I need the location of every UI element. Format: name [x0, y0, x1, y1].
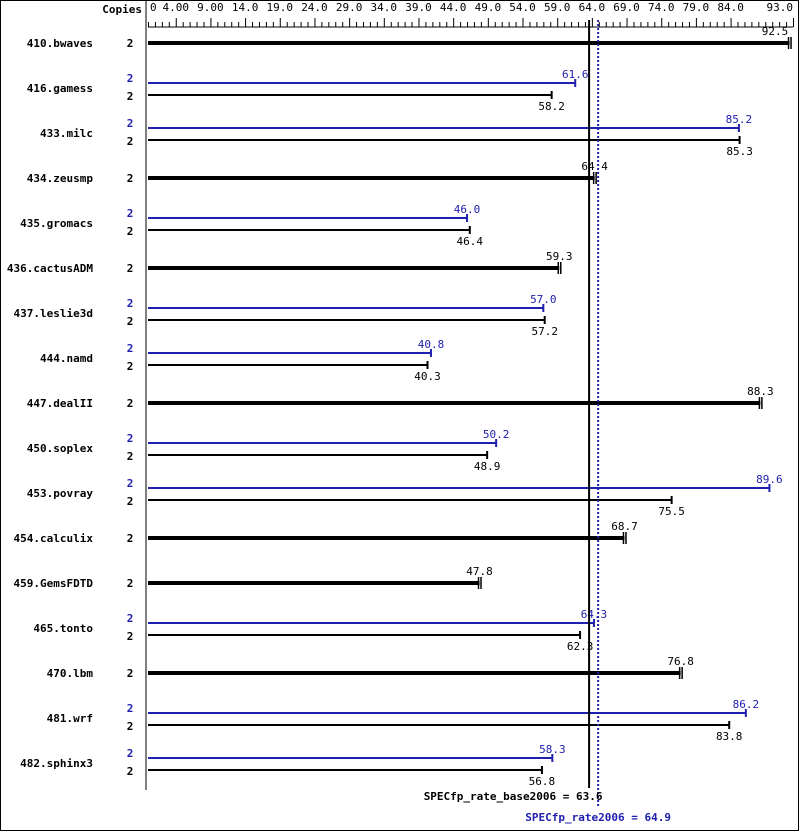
- x-tick-label: 0: [150, 1, 157, 14]
- benchmark-name: 470.lbm: [47, 667, 94, 680]
- x-tick-label: 34.0: [371, 1, 398, 14]
- base-value-label: 46.4: [457, 235, 484, 248]
- benchmark-name: 447.dealII: [27, 397, 93, 410]
- copies-base: 2: [127, 495, 134, 508]
- benchmark-name: 453.povray: [27, 487, 94, 500]
- x-tick-label: 64.0: [579, 1, 606, 14]
- peak-value-label: 57.0: [530, 293, 557, 306]
- x-tick-label: 19.0: [267, 1, 294, 14]
- base-value-label: 85.3: [726, 145, 753, 158]
- benchmark-name: 437.leslie3d: [14, 307, 93, 320]
- base-value-label: 92.5: [762, 25, 789, 38]
- base-value-label: 57.2: [531, 325, 558, 338]
- peak-summary-label: SPECfp_rate2006 = 64.9: [525, 811, 671, 824]
- copies-base: 2: [127, 37, 134, 50]
- base-value-label: 76.8: [667, 655, 694, 668]
- copies-base: 2: [127, 720, 134, 733]
- copies-peak: 2: [127, 702, 134, 715]
- peak-value-label: 40.8: [418, 338, 445, 351]
- benchmark-name: 433.milc: [40, 127, 93, 140]
- base-value-label: 68.7: [611, 520, 638, 533]
- base-value-label: 56.8: [529, 775, 556, 788]
- base-summary-label: SPECfp_rate_base2006 = 63.6: [424, 790, 603, 803]
- copies-base: 2: [127, 450, 134, 463]
- x-tick-label: 14.0: [232, 1, 259, 14]
- base-value-label: 64.4: [581, 160, 608, 173]
- x-tick-label: 54.0: [509, 1, 536, 14]
- copies-base: 2: [127, 397, 134, 410]
- copies-peak: 2: [127, 72, 134, 85]
- x-tick-label: 59.0: [544, 1, 571, 14]
- peak-value-label: 58.3: [539, 743, 566, 756]
- x-tick-label: 93.0: [767, 1, 794, 14]
- x-tick-label: 24.0: [301, 1, 328, 14]
- x-tick-label: 79.0: [683, 1, 710, 14]
- copies-base: 2: [127, 172, 134, 185]
- copies-peak: 2: [127, 612, 134, 625]
- benchmark-name: 434.zeusmp: [27, 172, 94, 185]
- peak-value-label: 89.6: [756, 473, 783, 486]
- x-tick-label: 4.00: [162, 1, 189, 14]
- copies-base: 2: [127, 532, 134, 545]
- peak-value-label: 85.2: [726, 113, 753, 126]
- copies-base: 2: [127, 225, 134, 238]
- copies-base: 2: [127, 667, 134, 680]
- benchmark-name: 450.soplex: [27, 442, 94, 455]
- x-tick-label: 9.00: [197, 1, 224, 14]
- copies-base: 2: [127, 360, 134, 373]
- benchmark-name: 459.GemsFDTD: [14, 577, 94, 590]
- x-tick-label: 39.0: [405, 1, 432, 14]
- base-value-label: 58.2: [538, 100, 565, 113]
- base-value-label: 40.3: [414, 370, 441, 383]
- base-value-label: 47.8: [466, 565, 493, 578]
- base-value-label: 48.9: [474, 460, 501, 473]
- base-value-label: 83.8: [716, 730, 743, 743]
- copies-base: 2: [127, 315, 134, 328]
- benchmark-name: 465.tonto: [33, 622, 93, 635]
- copies-peak: 2: [127, 477, 134, 490]
- x-tick-label: 29.0: [336, 1, 363, 14]
- copies-base: 2: [127, 90, 134, 103]
- base-value-label: 62.3: [567, 640, 594, 653]
- copies-base: 2: [127, 577, 134, 590]
- copies-peak: 2: [127, 747, 134, 760]
- benchmark-name: 454.calculix: [14, 532, 94, 545]
- x-tick-label: 84.0: [717, 1, 744, 14]
- copies-peak: 2: [127, 297, 134, 310]
- copies-base: 2: [127, 135, 134, 148]
- copies-base: 2: [127, 630, 134, 643]
- copies-peak: 2: [127, 342, 134, 355]
- copies-header: Copies: [102, 3, 142, 16]
- benchmark-name: 416.gamess: [27, 82, 93, 95]
- copies-base: 2: [127, 262, 134, 275]
- benchmark-name: 482.sphinx3: [20, 757, 93, 770]
- peak-value-label: 46.0: [454, 203, 481, 216]
- benchmark-name: 481.wrf: [47, 712, 93, 725]
- x-tick-label: 69.0: [613, 1, 640, 14]
- benchmark-name: 436.cactusADM: [7, 262, 93, 275]
- peak-value-label: 50.2: [483, 428, 510, 441]
- peak-value-label: 86.2: [733, 698, 760, 711]
- x-tick-label: 44.0: [440, 1, 467, 14]
- peak-value-label: 61.6: [562, 68, 589, 81]
- benchmark-name: 444.namd: [40, 352, 93, 365]
- x-tick-label: 49.0: [475, 1, 502, 14]
- base-value-label: 88.3: [747, 385, 774, 398]
- base-value-label: 75.5: [658, 505, 685, 518]
- benchmark-name: 410.bwaves: [27, 37, 93, 50]
- copies-peak: 2: [127, 207, 134, 220]
- base-value-label: 59.3: [546, 250, 573, 263]
- x-tick-label: 74.0: [648, 1, 675, 14]
- benchmark-name: 435.gromacs: [20, 217, 93, 230]
- copies-base: 2: [127, 765, 134, 778]
- copies-peak: 2: [127, 432, 134, 445]
- copies-peak: 2: [127, 117, 134, 130]
- peak-value-label: 64.3: [581, 608, 608, 621]
